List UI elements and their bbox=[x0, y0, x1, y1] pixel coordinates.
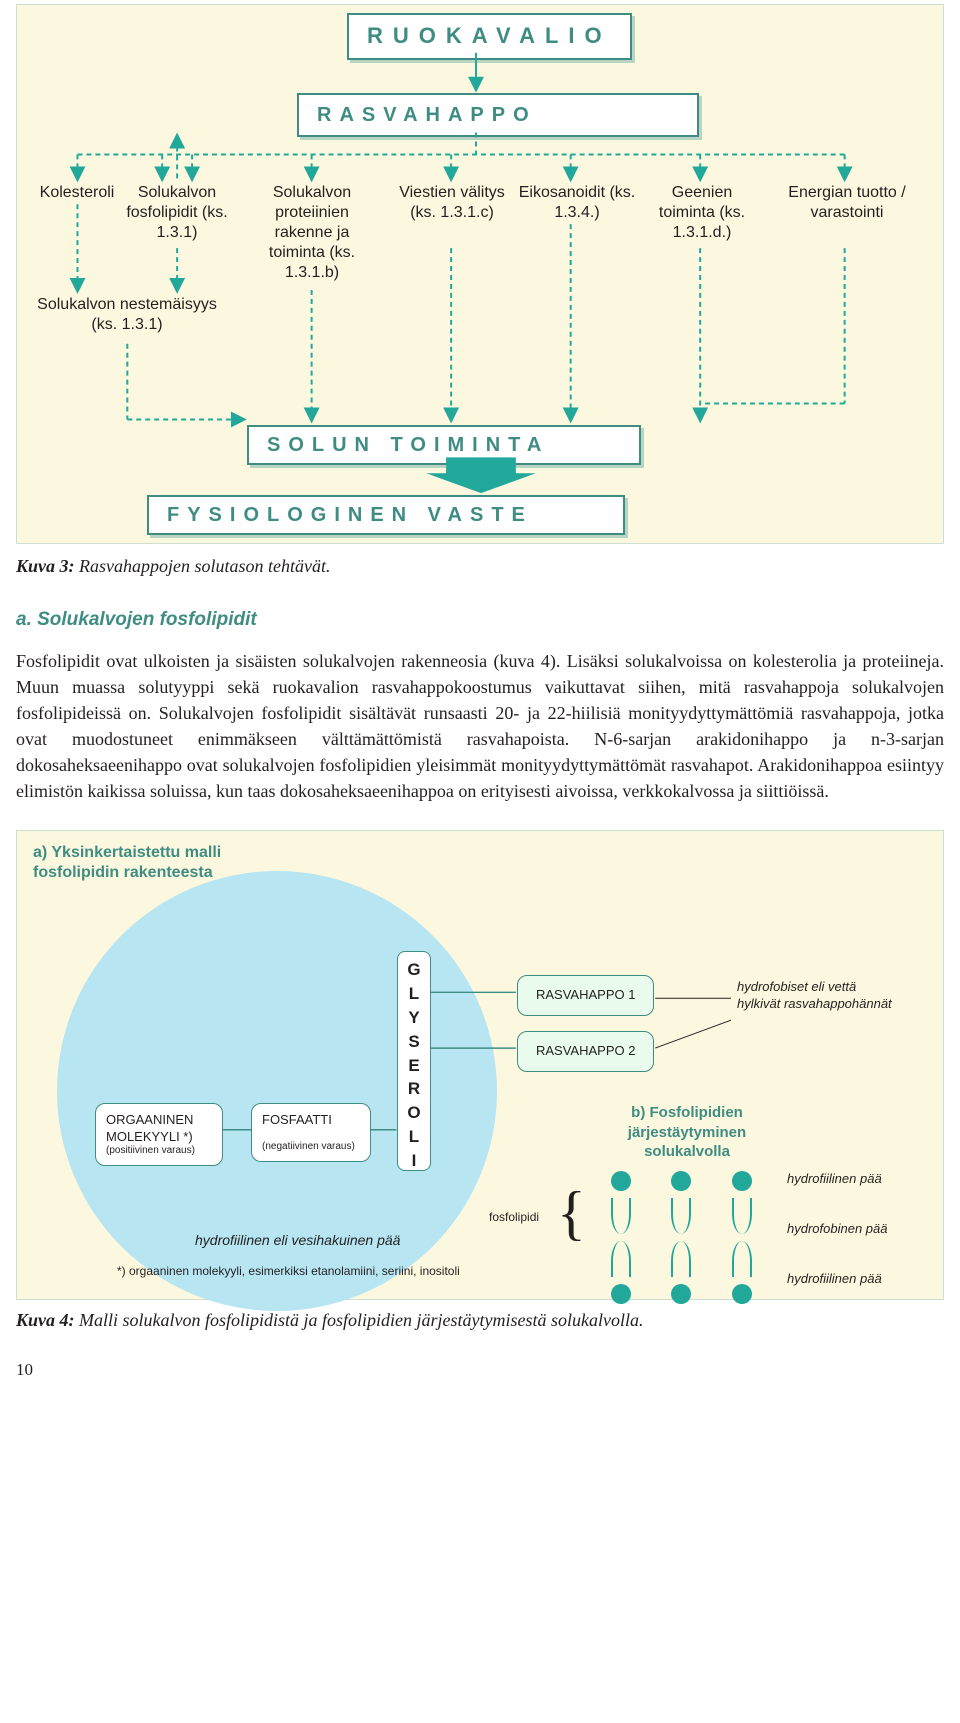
box-rasvahappo: RASVAHAPPO bbox=[297, 93, 699, 137]
figure-4-caption: Kuva 4: Malli solukalvon fosfolipidistä … bbox=[16, 1308, 944, 1333]
fig4-title-b: b) Fosfolipidien järjestäytyminen soluka… bbox=[587, 1103, 787, 1162]
pill-organic-sub: MOLEKYYLI *) bbox=[106, 1129, 193, 1144]
label-hydrofiilinen-head: hydrofiilinen eli vesihakuinen pää bbox=[195, 1231, 400, 1251]
glycerol-S: S bbox=[398, 1030, 430, 1054]
pill-fosfaatti-sub: (negatiivinen varaus) bbox=[262, 1141, 360, 1154]
pill-fosfaatti-label: FOSFAATTI bbox=[262, 1112, 332, 1127]
leaf-fosfolipidit: Solukalvon fosfolipidit (ks. 1.3.1) bbox=[117, 183, 237, 243]
glycerol-column: G L Y S E R O L I bbox=[397, 951, 431, 1171]
box-ruokavalio: RUOKAVALIO bbox=[347, 13, 632, 60]
figure-4-diagram: a) Yksinkertaistettu malli fosfolipidin … bbox=[16, 830, 944, 1300]
fig4-title-a: a) Yksinkertaistettu malli fosfolipidin … bbox=[33, 843, 233, 883]
body-paragraph: Fosfolipidit ovat ulkoisten ja sisäisten… bbox=[16, 648, 944, 805]
lipid-bilayer bbox=[593, 1171, 770, 1310]
pill-organic-sub2: (positiivinen varaus) bbox=[106, 1145, 212, 1158]
label-hydro-bot: hydrofiilinen pää bbox=[787, 1271, 947, 1287]
figure-4-caption-bold: Kuva 4: bbox=[16, 1310, 75, 1330]
leaf-geenien: Geenien toiminta (ks. 1.3.1.d.) bbox=[647, 183, 757, 243]
glycerol-E: E bbox=[398, 1054, 430, 1078]
pill-organic: ORGAANINEN MOLEKYYLI *) (positiivinen va… bbox=[95, 1103, 223, 1166]
figure-3-caption-text: Rasvahappojen solutason tehtävät. bbox=[75, 556, 331, 576]
brace-icon: { bbox=[557, 1183, 586, 1243]
figure-3-caption-bold: Kuva 3: bbox=[16, 556, 75, 576]
box-solun-toiminta: SOLUN TOIMINTA bbox=[247, 425, 641, 465]
glycerol-Y: Y bbox=[398, 1006, 430, 1030]
leaf-proteiinit: Solukalvon proteiinien rakenne ja toimin… bbox=[247, 183, 377, 283]
glycerol-L2: L bbox=[398, 1125, 430, 1149]
label-hydro-mid: hydrofobinen pää bbox=[787, 1221, 947, 1237]
figure-3-caption: Kuva 3: Rasvahappojen solutason tehtävät… bbox=[16, 554, 944, 579]
page-number: 10 bbox=[16, 1358, 944, 1382]
section-heading: a. Solukalvojen fosfolipidit bbox=[16, 607, 944, 634]
label-fosfolipidi: fosfolipidi bbox=[489, 1209, 539, 1226]
glycerol-O: O bbox=[398, 1101, 430, 1125]
pill-fosfaatti: FOSFAATTI (negatiivinen varaus) bbox=[251, 1103, 371, 1162]
glycerol-I: I bbox=[398, 1149, 430, 1173]
footnote: *) orgaaninen molekyyli, esimerkiksi eta… bbox=[117, 1263, 460, 1280]
leaf-kolesteroli: Kolesteroli bbox=[27, 183, 127, 203]
figure-4-caption-text: Malli solukalvon fosfolipidistä ja fosfo… bbox=[75, 1310, 644, 1330]
leaf-energian: Energian tuotto / varastointi bbox=[777, 183, 917, 223]
pill-organic-label: ORGAANINEN bbox=[106, 1112, 193, 1127]
glycerol-R: R bbox=[398, 1077, 430, 1101]
box-fysiologinen-vaste: FYSIOLOGINEN VASTE bbox=[147, 495, 625, 535]
label-hydro-top: hydrofiilinen pää bbox=[787, 1171, 947, 1187]
figure-3-diagram: RUOKAVALIO RASVAHAPPO SOLUN TOIMINTA FYS… bbox=[16, 4, 944, 544]
label-hydrofobiset: hydrofobiset eli vettä hylkivät rasvahap… bbox=[737, 979, 897, 1012]
glycerol-G: G bbox=[398, 958, 430, 982]
pill-rasvahappo-1: RASVAHAPPO 1 bbox=[517, 975, 654, 1015]
leaf-eikosanoidit: Eikosanoidit (ks. 1.3.4.) bbox=[517, 183, 637, 223]
glycerol-L: L bbox=[398, 982, 430, 1006]
leaf-viestien: Viestien välitys (ks. 1.3.1.c) bbox=[397, 183, 507, 223]
pill-rasvahappo-2: RASVAHAPPO 2 bbox=[517, 1031, 654, 1071]
leaf-nestemaisyys: Solukalvon nestemäisyys (ks. 1.3.1) bbox=[27, 295, 227, 335]
